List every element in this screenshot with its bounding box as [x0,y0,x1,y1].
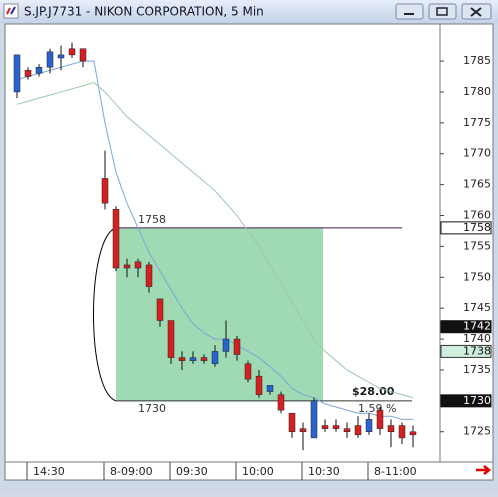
window-title: S.JP.J7731 - NIKON CORPORATION, 5 Min [24,5,264,19]
candle-body [255,375,263,395]
y-tick-label: 1785 [463,54,491,67]
minimize-button[interactable] [395,3,424,20]
candle-body [233,338,241,355]
candle-body [343,428,351,432]
candle-body [299,428,307,432]
measure-amount: $28.00 [352,385,395,398]
candle-body [321,425,329,429]
candle-body [167,320,175,358]
candle-body [277,394,285,411]
candle-body [376,409,384,429]
candle-body [178,357,186,361]
candle-body [409,431,417,436]
candle-body [79,48,87,62]
candle-body [123,264,131,269]
price-marker [440,394,492,408]
candle-body [156,298,164,321]
candle-body [332,425,340,429]
measure-percent: 1.59 % [358,402,396,415]
candle-body [222,338,230,352]
y-tick-label: 1755 [463,239,491,252]
candle-body [387,425,395,432]
price-marker-label: 1738 [463,344,491,357]
y-tick-label: 1780 [463,85,491,98]
x-tick-label: 09:30 [176,465,208,478]
close-button[interactable] [461,3,492,20]
y-tick-label: 1745 [463,301,491,314]
title-bar [0,0,498,23]
candle-body [134,261,142,269]
time-axis [4,461,494,481]
x-tick-label: 8-09:00 [110,465,153,478]
price-marker [440,320,492,334]
scroll-arrow[interactable] [476,465,492,475]
candle-body [266,385,274,392]
candle-body [35,66,43,74]
y-tick-label: 1775 [463,116,491,129]
price-marker-label: 1730 [463,394,491,407]
candle-body [68,48,76,56]
x-tick-label: 10:30 [308,465,340,478]
x-tick-label: 14:30 [33,465,65,478]
candle-body [310,400,318,439]
candle-body [365,419,373,432]
price-marker-label: 1742 [463,320,491,333]
maximize-button[interactable] [428,3,457,20]
y-tick-label: 1760 [463,209,491,222]
zone-bracket [93,227,117,402]
price-marker [440,221,492,235]
candle-body [244,363,252,380]
y-tick-label: 1735 [463,363,491,376]
candle-body [189,357,197,361]
zone-bottom-label: 1730 [138,402,166,415]
zone-rect [116,227,323,401]
candle-body [288,412,296,432]
y-tick-label: 1765 [463,178,491,191]
candle-body [145,264,153,287]
candle-body [101,178,109,204]
candle-body [112,209,120,269]
y-tick-label: 1750 [463,270,491,283]
window-icon [3,3,19,19]
candle-body [200,357,208,361]
price-marker [440,344,492,358]
candle-body [46,51,54,68]
price-marker-label: 1758 [463,221,491,234]
candle-body [354,425,362,436]
candle-body [13,54,21,93]
candle-body [57,54,65,59]
x-tick-label: 10:00 [242,465,274,478]
y-tick-label: 1740 [463,332,491,345]
y-tick-label: 1725 [463,425,491,438]
candle-body [24,70,32,77]
candle-body [398,425,406,439]
price-axis [439,23,494,463]
zone-top-label: 1758 [138,213,166,226]
y-tick-label: 1770 [463,147,491,160]
x-tick-label: 8-11:00 [374,465,417,478]
candle-body [211,351,219,365]
moving-average [16,82,414,399]
